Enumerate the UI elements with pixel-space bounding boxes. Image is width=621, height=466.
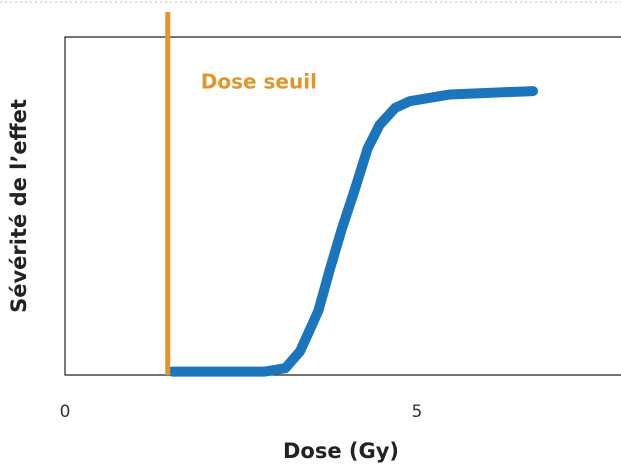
threshold-annotation: Dose seuil bbox=[201, 70, 317, 94]
y-axis-label: Sévérité de l’effet bbox=[7, 99, 31, 313]
x-axis-label: Dose (Gy) bbox=[283, 439, 399, 463]
x-tick-label: 0 bbox=[60, 402, 71, 422]
x-tick-label: 5 bbox=[411, 402, 422, 422]
curve bbox=[166, 86, 539, 377]
plot-frame bbox=[64, 36, 621, 376]
